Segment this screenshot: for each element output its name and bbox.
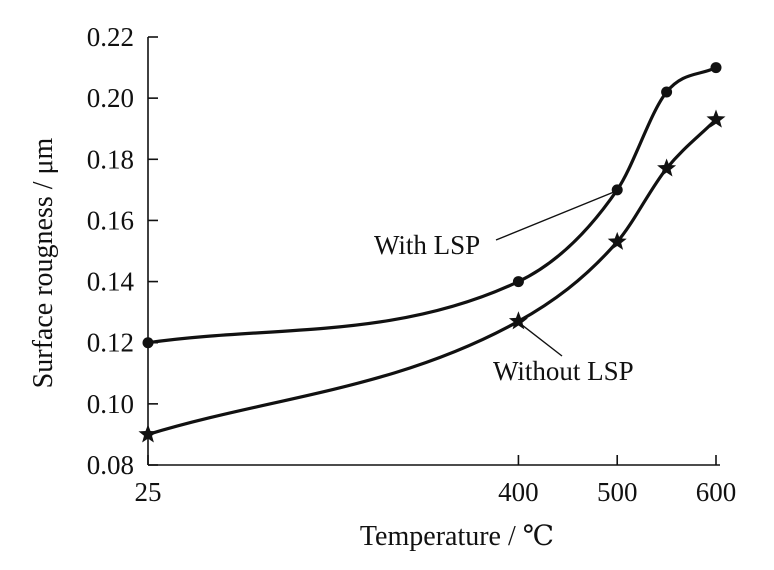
x-tick-label: 600 — [696, 477, 737, 507]
series-line-with-lsp — [147, 66, 717, 345]
data-point-with-lsp — [142, 337, 154, 349]
y-tick-label: 0.10 — [87, 389, 134, 419]
y-tick-label: 0.20 — [87, 83, 134, 113]
annotation-layer: With LSP Without LSP — [374, 191, 634, 386]
y-tick-label: 0.22 — [87, 22, 134, 52]
series-layer — [138, 62, 726, 443]
y-axis-title: Surface rougness / μm — [28, 137, 59, 388]
annotation-leader-without-lsp — [522, 324, 563, 357]
y-tick-label: 0.16 — [87, 205, 134, 235]
x-tick-label: 400 — [498, 477, 539, 507]
y-tick-label: 0.08 — [87, 450, 134, 480]
annotation-without-lsp: Without LSP — [493, 356, 634, 386]
data-point-with-lsp — [710, 62, 722, 74]
data-point-without-lsp — [138, 424, 158, 443]
annotation-with-lsp: With LSP — [374, 230, 480, 260]
data-point-without-lsp — [706, 109, 726, 128]
axes: 0.08 0.10 0.12 0.14 0.16 0.18 0.20 0.22 25 400 500… — [87, 22, 737, 507]
data-point-with-lsp — [512, 276, 524, 288]
y-tick-label: 0.12 — [87, 328, 134, 358]
y-tick-label: 0.18 — [87, 144, 134, 174]
data-point-without-lsp — [607, 231, 627, 250]
x-tick-label: 500 — [597, 477, 638, 507]
x-tick-label: 25 — [135, 477, 162, 507]
y-tick-label: 0.14 — [87, 267, 135, 297]
data-point-without-lsp — [657, 158, 677, 177]
x-axis-title: Temperature / ℃ — [360, 521, 554, 552]
data-point-without-lsp — [508, 311, 528, 330]
data-point-with-lsp — [611, 184, 623, 196]
data-point-with-lsp — [661, 86, 673, 98]
annotation-leader-with-lsp — [495, 191, 615, 241]
